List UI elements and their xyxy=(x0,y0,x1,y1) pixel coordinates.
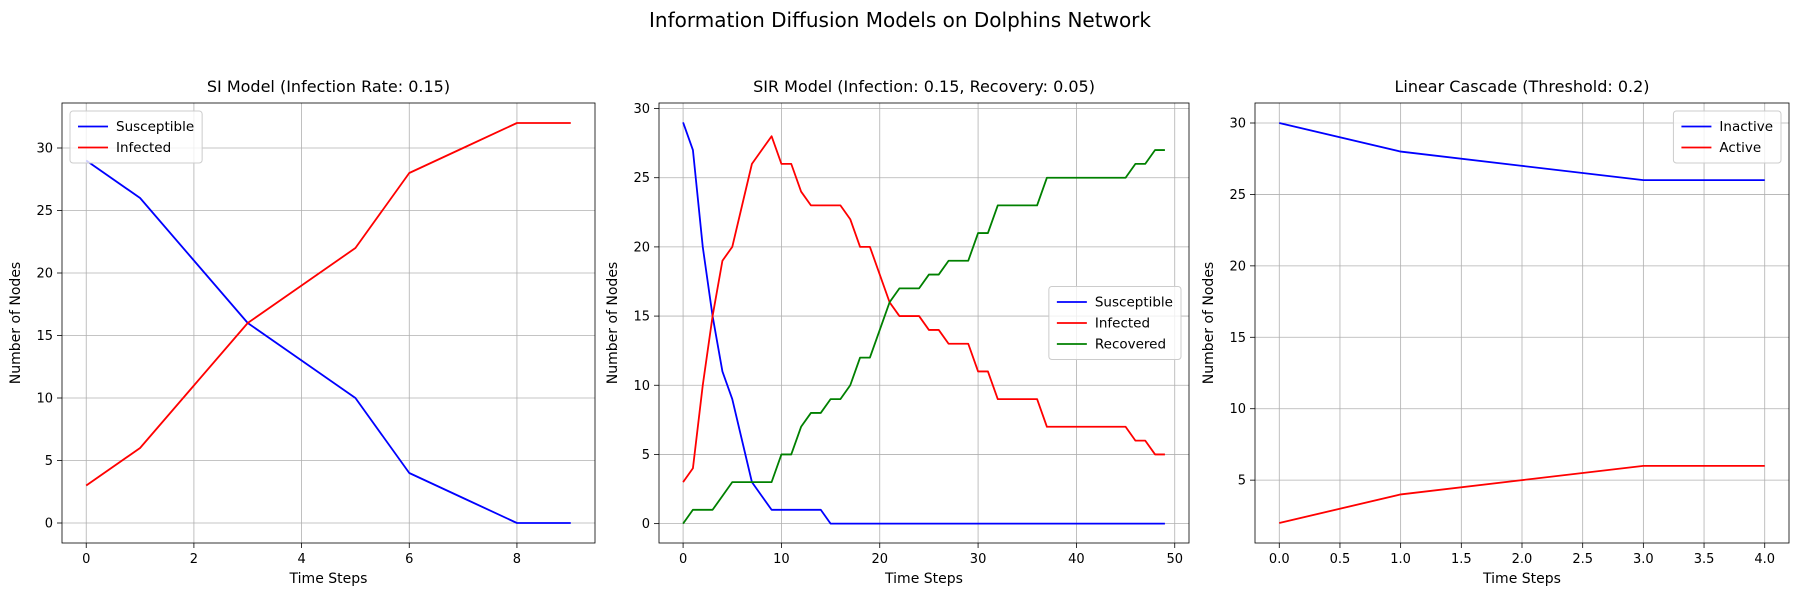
chart-1-frame xyxy=(61,102,596,544)
chart-3-xtick-label-2: 1.0 xyxy=(1390,552,1411,567)
chart-3: 0.0 0.5 1.0 1.5 2.0 2.5 3.0 3.5 4.0 5 10 15 20 25 30 Li… xyxy=(1201,77,1790,587)
chart-2-ytick-label-3: 15 xyxy=(633,310,650,325)
chart-1: 0 2 4 6 8 0 5 10 15 20 25 30 SI Model (Infection Rat… xyxy=(8,77,596,587)
chart-1-xtick-label-1: 2 xyxy=(190,552,198,567)
chart-3-xtick-label-5: 2.5 xyxy=(1572,552,1593,567)
chart-3-ytick-label-5: 30 xyxy=(1229,117,1246,132)
chart-3-xtick-label-6: 3.0 xyxy=(1633,552,1654,567)
chart-1-ytick-label-3: 15 xyxy=(36,329,53,344)
chart-1-ytick-label-0: 0 xyxy=(45,517,53,532)
chart-1-ytick-label-5: 25 xyxy=(36,204,53,219)
chart-3-title: Linear Cascade (Threshold: 0.2) xyxy=(1394,77,1649,96)
chart-1-series-infected xyxy=(85,122,571,487)
chart-3-legend: Inactive Active xyxy=(1672,110,1782,164)
chart-3-xlabel: Time Steps xyxy=(1482,571,1561,587)
chart-2-xtick-label-5: 50 xyxy=(1166,552,1183,567)
chart-2-legend-label-recovered: Recovered xyxy=(1095,337,1166,353)
chart-1-ylabel: Number of Nodes xyxy=(8,262,24,384)
chart-3-xtick-label-7: 3.5 xyxy=(1694,552,1715,567)
chart-1-legend-box xyxy=(69,110,203,164)
axes-root: 0 2 4 6 8 0 5 10 15 20 25 30 SI Model (Infection Rat… xyxy=(8,77,1790,587)
chart-1-ytick-label-1: 5 xyxy=(45,454,53,469)
chart-3-xtick-label-1: 0.5 xyxy=(1330,552,1351,567)
chart-1-legend-label-susceptible: Susceptible xyxy=(116,119,194,135)
chart-2-ytick-label-1: 5 xyxy=(642,448,650,463)
chart-2-legend-box xyxy=(1048,286,1182,360)
chart-3-ytick-label-0: 5 xyxy=(1238,474,1246,489)
chart-1-xtick-label-3: 6 xyxy=(405,552,413,567)
chart-3-xtick-label-4: 2.0 xyxy=(1512,552,1533,567)
chart-1-xtick-label-2: 4 xyxy=(297,552,305,567)
chart-2-xtick-label-4: 40 xyxy=(1068,552,1085,567)
chart-3-series-inactive xyxy=(1279,122,1765,182)
chart-3-legend-box xyxy=(1672,110,1782,164)
chart-3-series-active xyxy=(1279,464,1765,524)
chart-1-legend-label-infected: Infected xyxy=(116,140,171,156)
chart-1-xtick-label-0: 0 xyxy=(82,552,90,567)
chart-3-legend-label-active: Active xyxy=(1719,140,1761,156)
chart-2-title: SIR Model (Infection: 0.15, Recovery: 0.… xyxy=(753,77,1095,96)
chart-1-series-susceptible xyxy=(85,159,571,524)
chart-3-ytick-label-4: 25 xyxy=(1229,188,1246,203)
chart-3-xtick-label-3: 1.5 xyxy=(1451,552,1472,567)
chart-1-legend: Susceptible Infected xyxy=(69,110,203,164)
chart-3-legend-label-inactive: Inactive xyxy=(1719,119,1773,135)
chart-2-xtick-label-0: 0 xyxy=(679,552,687,567)
chart-2-ytick-label-2: 10 xyxy=(633,379,650,394)
chart-2-ytick-label-5: 25 xyxy=(633,171,650,186)
chart-2-series-susceptible xyxy=(682,122,1165,525)
chart-2-xtick-label-1: 10 xyxy=(773,552,790,567)
chart-3-ytick-label-2: 15 xyxy=(1229,331,1246,346)
chart-1-title: SI Model (Infection Rate: 0.15) xyxy=(207,77,450,96)
chart-1-ytick-label-2: 10 xyxy=(36,392,53,407)
chart-2-legend-label-susceptible: Susceptible xyxy=(1095,295,1173,311)
chart-2-ytick-label-0: 0 xyxy=(642,517,650,532)
chart-2-xtick-label-2: 20 xyxy=(871,552,888,567)
chart-3-ylabel: Number of Nodes xyxy=(1201,262,1217,384)
chart-2-series-infected xyxy=(682,135,1165,483)
chart-2-xlabel: Time Steps xyxy=(884,571,963,587)
figure-title: Information Diffusion Models on Dolphins… xyxy=(649,8,1151,32)
chart-2-xtick-label-3: 30 xyxy=(970,552,987,567)
chart-2-legend: Susceptible Infected Recovered xyxy=(1048,286,1182,360)
chart-2-ytick-label-6: 30 xyxy=(633,102,650,117)
chart-2-ylabel: Number of Nodes xyxy=(605,262,621,384)
chart-1-ytick-label-4: 20 xyxy=(36,267,53,282)
chart-2-series-recovered xyxy=(682,149,1165,525)
chart-3-xtick-label-8: 4.0 xyxy=(1754,552,1775,567)
chart-3-ytick-label-3: 20 xyxy=(1229,259,1246,274)
chart-2-frame xyxy=(658,102,1190,544)
chart-2-ytick-label-4: 20 xyxy=(633,240,650,255)
chart-3-ytick-label-1: 10 xyxy=(1229,402,1246,417)
chart-1-xlabel: Time Steps xyxy=(289,571,368,587)
chart-1-xtick-label-4: 8 xyxy=(513,552,521,567)
chart-1-ytick-label-6: 30 xyxy=(36,142,53,157)
chart-2-legend-label-infected: Infected xyxy=(1095,316,1150,332)
chart-3-xtick-label-0: 0.0 xyxy=(1269,552,1290,567)
chart-2: 0 10 20 30 40 50 0 5 10 15 20 25 30 SIR Model (Infect… xyxy=(605,77,1190,587)
